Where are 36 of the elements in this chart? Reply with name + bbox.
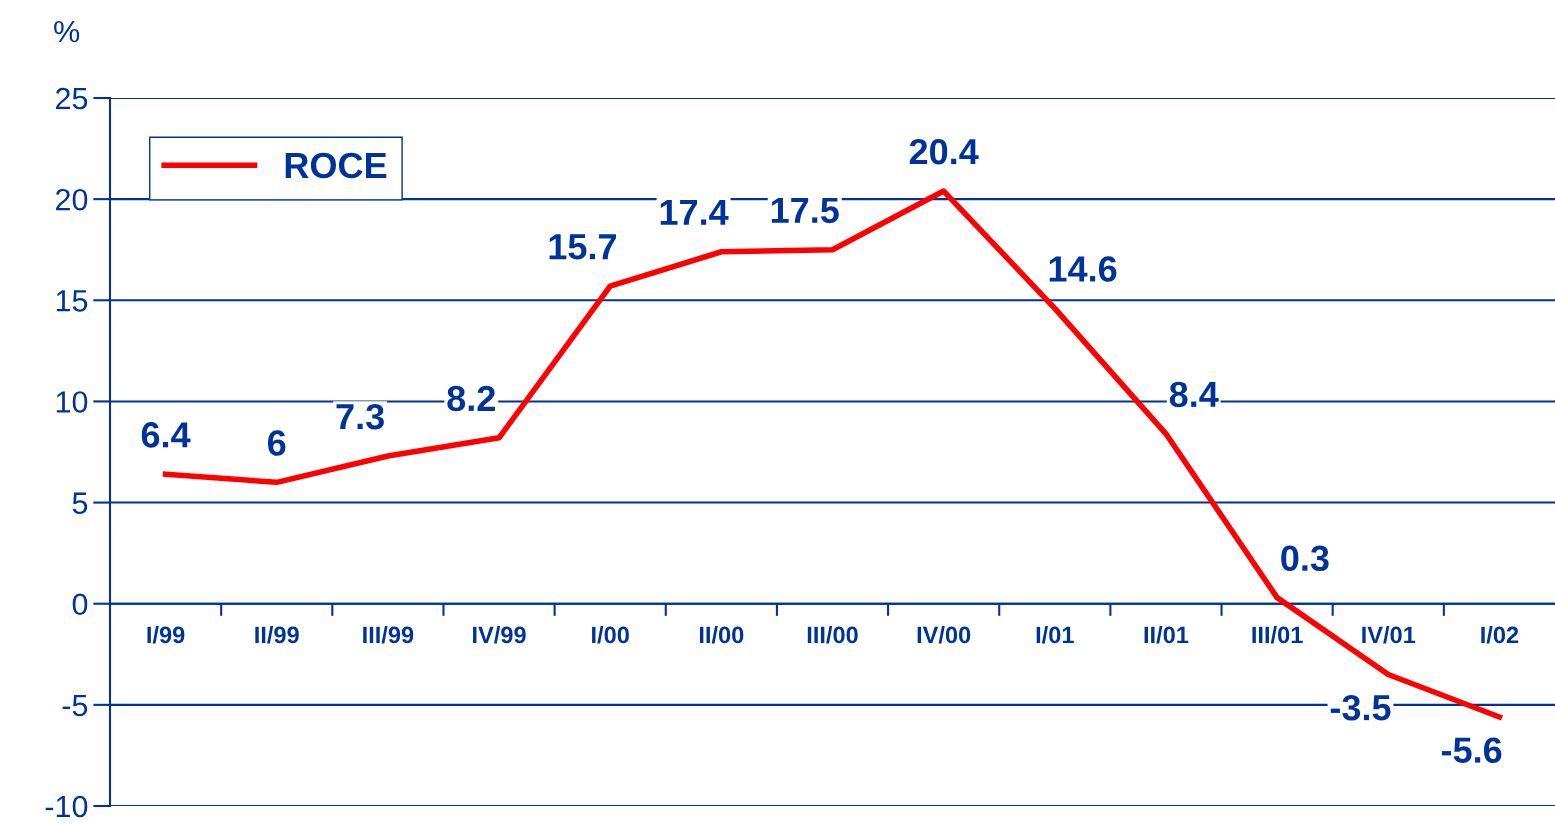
data-label: -3.5 <box>1330 694 1391 721</box>
data-label: 14.6 <box>1049 256 1117 282</box>
y-tick-label: 15 <box>56 290 88 312</box>
y-tick-label: 5 <box>72 492 88 514</box>
y-tick-label: -10 <box>45 795 88 818</box>
data-label: 6.4 <box>141 422 191 448</box>
x-tick-label: IV/00 <box>917 625 971 644</box>
y-tick-label: 0 <box>72 593 88 616</box>
y-tick-label: 20 <box>56 188 88 211</box>
x-tick-label: II/00 <box>699 625 744 644</box>
x-tick-label: III/00 <box>807 625 858 644</box>
x-tick-label: I/01 <box>1036 625 1074 644</box>
x-tick-label: III/99 <box>363 625 414 644</box>
x-tick-label: IV/01 <box>1362 625 1416 644</box>
x-tick-label: I/00 <box>592 625 629 644</box>
x-tick-label: I/99 <box>147 625 185 644</box>
data-label: 6 <box>268 430 286 456</box>
data-label: 0.3 <box>1281 545 1329 572</box>
data-label: 7.3 <box>336 403 384 430</box>
data-label: 17.5 <box>771 197 839 224</box>
y-tick-label: -5 <box>62 694 88 717</box>
legend-label: ROCE <box>285 152 387 179</box>
x-tick-label: III/01 <box>1252 625 1303 644</box>
y-axis-title: % <box>54 20 80 43</box>
data-label: 8.4 <box>1169 381 1219 408</box>
x-tick-label: I/02 <box>1481 625 1519 644</box>
data-label: -5.6 <box>1441 737 1502 763</box>
data-label: 15.7 <box>549 234 616 260</box>
data-label: 20.4 <box>909 138 979 165</box>
data-label: 8.2 <box>447 385 495 412</box>
x-tick-label: II/99 <box>255 625 299 644</box>
y-tick-label: 10 <box>56 391 88 413</box>
x-tick-label: II/01 <box>1144 625 1189 644</box>
x-tick-label: IV/99 <box>473 625 526 644</box>
data-label: 17.4 <box>660 199 729 225</box>
y-tick-label: 25 <box>56 87 88 110</box>
